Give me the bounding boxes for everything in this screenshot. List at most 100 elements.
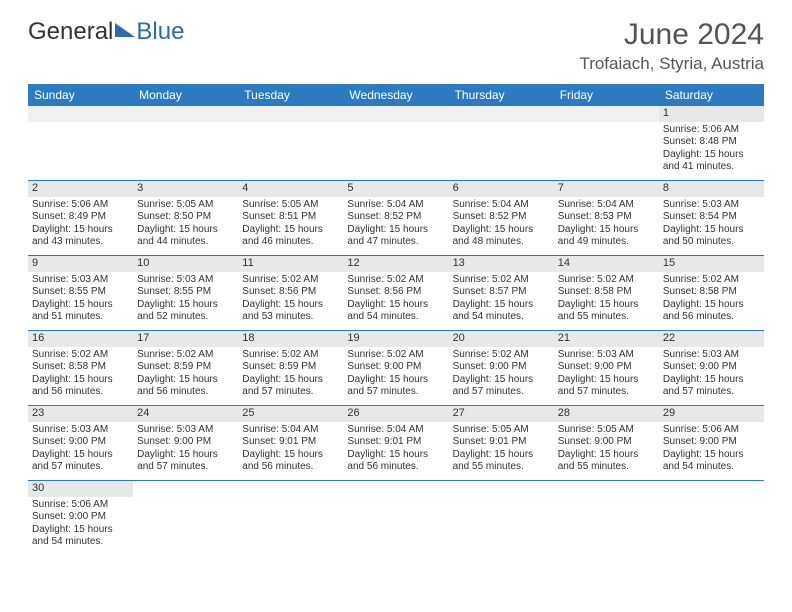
sunrise-line: Sunrise: 5:03 AM: [32, 274, 129, 287]
sunrise-line: Sunrise: 5:04 AM: [242, 424, 339, 437]
daylight-line: Daylight: 15 hours and 57 minutes.: [663, 374, 760, 399]
logo-triangle-icon: [115, 23, 135, 37]
sunset-line: Sunset: 8:52 PM: [347, 211, 444, 224]
day-number-bar: [133, 106, 238, 122]
day-cell: [238, 106, 343, 180]
day-header: Thursday: [449, 84, 554, 106]
day-cell: [659, 481, 764, 555]
sunrise-line: Sunrise: 5:03 AM: [137, 424, 234, 437]
day-body: Sunrise: 5:02 AMSunset: 8:56 PMDaylight:…: [343, 272, 448, 327]
day-body: [343, 122, 448, 176]
day-body: Sunrise: 5:04 AMSunset: 8:52 PMDaylight:…: [449, 197, 554, 252]
sunset-line: Sunset: 9:00 PM: [558, 361, 655, 374]
day-body: Sunrise: 5:05 AMSunset: 8:50 PMDaylight:…: [133, 197, 238, 252]
day-number: 3: [133, 181, 238, 197]
sunrise-line: Sunrise: 5:04 AM: [453, 199, 550, 212]
day-number: 18: [238, 331, 343, 347]
day-body: Sunrise: 5:04 AMSunset: 8:52 PMDaylight:…: [343, 197, 448, 252]
day-cell: 26Sunrise: 5:04 AMSunset: 9:01 PMDayligh…: [343, 406, 448, 480]
day-number: 9: [28, 256, 133, 272]
sunset-line: Sunset: 9:00 PM: [32, 511, 129, 524]
daylight-line: Daylight: 15 hours and 54 minutes.: [453, 299, 550, 324]
sunset-line: Sunset: 8:55 PM: [32, 286, 129, 299]
day-body: Sunrise: 5:03 AMSunset: 8:55 PMDaylight:…: [133, 272, 238, 327]
day-body: Sunrise: 5:03 AMSunset: 9:00 PMDaylight:…: [659, 347, 764, 402]
day-body: [449, 122, 554, 176]
day-number: 25: [238, 406, 343, 422]
day-header: Monday: [133, 84, 238, 106]
sunset-line: Sunset: 8:51 PM: [242, 211, 339, 224]
day-number: 20: [449, 331, 554, 347]
logo: General Blue: [28, 18, 184, 46]
sunset-line: Sunset: 8:58 PM: [663, 286, 760, 299]
day-cell: [343, 481, 448, 555]
sunrise-line: Sunrise: 5:02 AM: [242, 349, 339, 362]
sunset-line: Sunset: 8:58 PM: [558, 286, 655, 299]
day-number: 23: [28, 406, 133, 422]
sunset-line: Sunset: 8:59 PM: [137, 361, 234, 374]
day-number: 1: [659, 106, 764, 122]
sunset-line: Sunset: 9:01 PM: [347, 436, 444, 449]
day-number: 16: [28, 331, 133, 347]
sunset-line: Sunset: 8:50 PM: [137, 211, 234, 224]
day-cell: 30Sunrise: 5:06 AMSunset: 9:00 PMDayligh…: [28, 481, 133, 555]
sunset-line: Sunset: 8:57 PM: [453, 286, 550, 299]
daylight-line: Daylight: 15 hours and 57 minutes.: [32, 449, 129, 474]
day-header: Tuesday: [238, 84, 343, 106]
sunrise-line: Sunrise: 5:03 AM: [137, 274, 234, 287]
day-body: Sunrise: 5:06 AMSunset: 8:49 PMDaylight:…: [28, 197, 133, 252]
daylight-line: Daylight: 15 hours and 54 minutes.: [32, 524, 129, 549]
day-cell: 14Sunrise: 5:02 AMSunset: 8:58 PMDayligh…: [554, 256, 659, 330]
day-cell: 12Sunrise: 5:02 AMSunset: 8:56 PMDayligh…: [343, 256, 448, 330]
sunrise-line: Sunrise: 5:03 AM: [663, 199, 760, 212]
daylight-line: Daylight: 15 hours and 54 minutes.: [347, 299, 444, 324]
sunset-line: Sunset: 8:54 PM: [663, 211, 760, 224]
month-title: June 2024: [579, 18, 764, 52]
day-body: Sunrise: 5:02 AMSunset: 8:58 PMDaylight:…: [659, 272, 764, 327]
sunset-line: Sunset: 8:49 PM: [32, 211, 129, 224]
day-body: Sunrise: 5:02 AMSunset: 9:00 PMDaylight:…: [343, 347, 448, 402]
sunrise-line: Sunrise: 5:06 AM: [663, 124, 760, 137]
sunset-line: Sunset: 8:56 PM: [347, 286, 444, 299]
day-cell: 19Sunrise: 5:02 AMSunset: 9:00 PMDayligh…: [343, 331, 448, 405]
calendar: SundayMondayTuesdayWednesdayThursdayFrid…: [28, 84, 764, 555]
day-body: Sunrise: 5:06 AMSunset: 9:00 PMDaylight:…: [28, 497, 133, 552]
sunset-line: Sunset: 8:58 PM: [32, 361, 129, 374]
daylight-line: Daylight: 15 hours and 52 minutes.: [137, 299, 234, 324]
day-cell: 18Sunrise: 5:02 AMSunset: 8:59 PMDayligh…: [238, 331, 343, 405]
day-cell: [449, 481, 554, 555]
week-row: 16 Sunrise: 5:02 AM Sunset: 8:58 PM Dayligh…: [28, 331, 764, 406]
day-cell: 15Sunrise: 5:02 AMSunset: 8:58 PMDayligh…: [659, 256, 764, 330]
sunset-line: Sunset: 8:53 PM: [558, 211, 655, 224]
day-body: Sunrise: 5:02 AMSunset: 8:57 PMDaylight:…: [449, 272, 554, 327]
week-row: 1Sunrise: 5:06 AMSunset: 8:48 PMDaylight…: [28, 106, 764, 181]
day-cell: 6Sunrise: 5:04 AMSunset: 8:52 PMDaylight…: [449, 181, 554, 255]
daylight-line: Daylight: 15 hours and 57 minutes.: [137, 449, 234, 474]
day-cell: [28, 106, 133, 180]
daylight-line: Daylight: 15 hours and 56 minutes.: [242, 449, 339, 474]
day-body: Sunrise: 5:03 AMSunset: 9:00 PMDaylight:…: [133, 422, 238, 477]
sunrise-line: Sunrise: 5:05 AM: [137, 199, 234, 212]
day-cell: [554, 106, 659, 180]
day-cell: 20Sunrise: 5:02 AMSunset: 9:00 PMDayligh…: [449, 331, 554, 405]
day-cell: [449, 106, 554, 180]
header: General Blue June 2024 Trofaiach, Styria…: [0, 0, 792, 78]
day-cell: 8Sunrise: 5:03 AMSunset: 8:54 PMDaylight…: [659, 181, 764, 255]
day-cell: 17Sunrise: 5:02 AMSunset: 8:59 PMDayligh…: [133, 331, 238, 405]
sunrise-line: Sunrise: 5:03 AM: [32, 424, 129, 437]
logo-text-general: General: [28, 18, 113, 46]
day-cell: 13Sunrise: 5:02 AMSunset: 8:57 PMDayligh…: [449, 256, 554, 330]
day-cell: 22Sunrise: 5:03 AMSunset: 9:00 PMDayligh…: [659, 331, 764, 405]
week-row: 9Sunrise: 5:03 AMSunset: 8:55 PMDaylight…: [28, 256, 764, 331]
day-cell: 23Sunrise: 5:03 AMSunset: 9:00 PMDayligh…: [28, 406, 133, 480]
daylight-line: Daylight: 15 hours and 46 minutes.: [242, 224, 339, 249]
day-number: 10: [133, 256, 238, 272]
sunset-line: Sunset: 8:55 PM: [137, 286, 234, 299]
day-body: Sunrise: 5:02 AMSunset: 9:00 PMDaylight:…: [449, 347, 554, 402]
daylight-line: Daylight: 15 hours and 57 minutes.: [347, 374, 444, 399]
day-body: [554, 483, 659, 537]
location: Trofaiach, Styria, Austria: [579, 54, 764, 74]
day-cell: 21Sunrise: 5:03 AMSunset: 9:00 PMDayligh…: [554, 331, 659, 405]
day-body: [238, 483, 343, 537]
day-body: Sunrise: 5:03 AMSunset: 9:00 PMDaylight:…: [28, 422, 133, 477]
